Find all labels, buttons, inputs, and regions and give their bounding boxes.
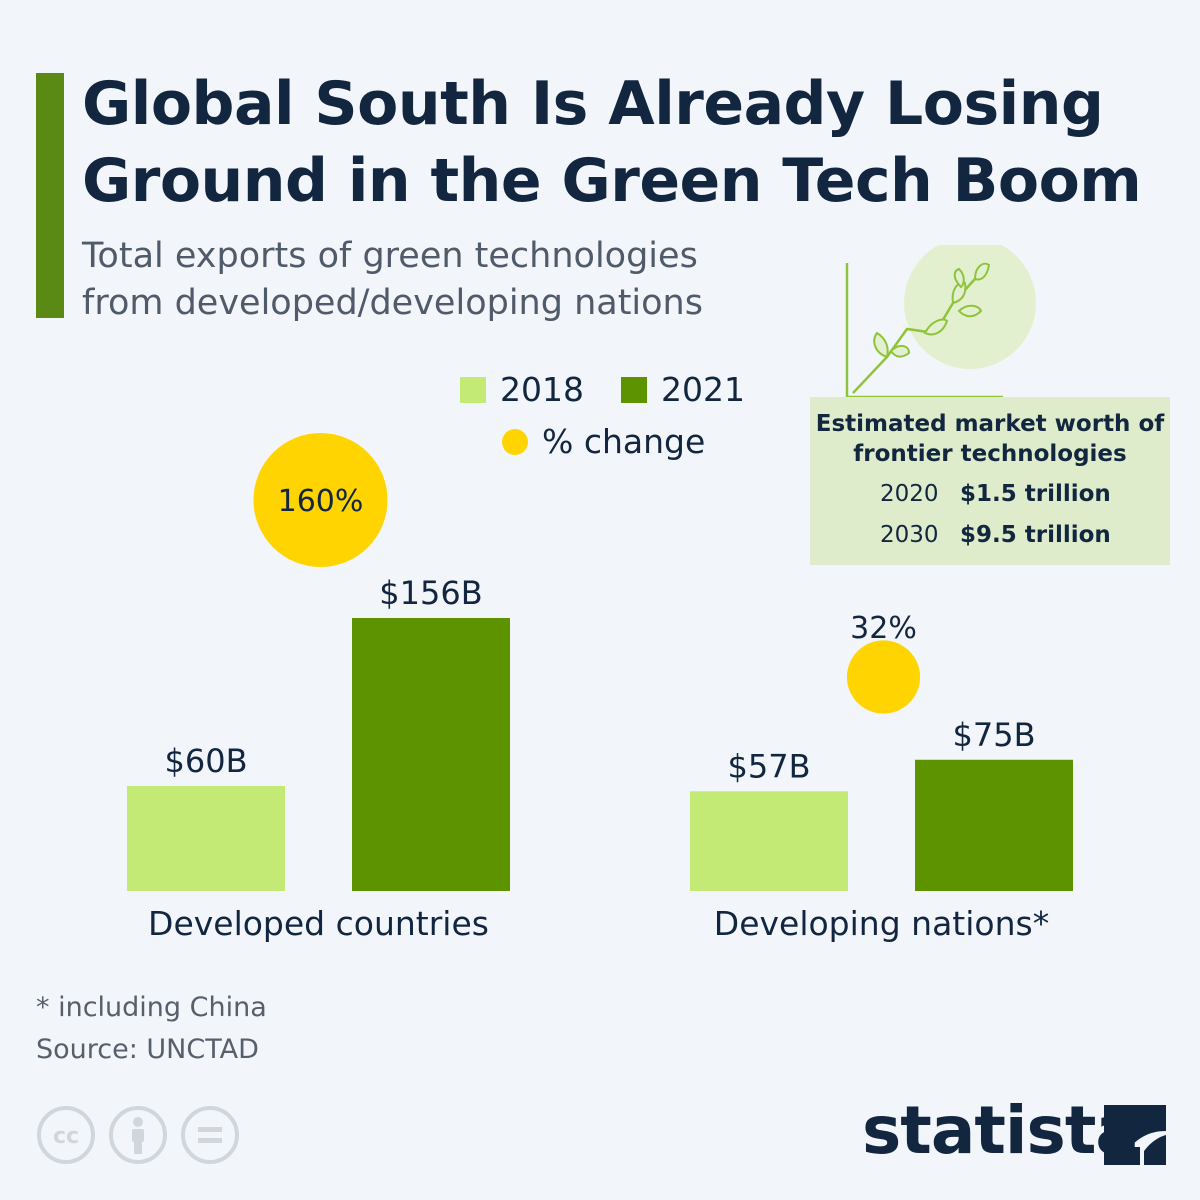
info-year: 2030 (880, 522, 939, 548)
legend-label-pct-change: % change (542, 422, 706, 461)
legend-dot-pct-change (502, 428, 528, 455)
bar-2018 (127, 786, 285, 891)
bar-value-label: $57B (727, 747, 810, 785)
no-derivatives-icon[interactable] (180, 1105, 240, 1165)
info-value: $9.5 trillion (960, 522, 1111, 548)
legend-label-2018: 2018 (500, 370, 584, 409)
title-accent-bar (36, 73, 64, 318)
bar-value-label: $75B (952, 716, 1035, 754)
attribution-icon[interactable] (108, 1105, 168, 1165)
legend-item-pct-change: % change (502, 422, 705, 461)
footnote-source[interactable]: Source: UNCTAD (36, 1034, 259, 1065)
pct-change-circle (846, 640, 921, 714)
info-box: Estimated market worth of frontier techn… (810, 397, 1170, 565)
statista-logo-icon[interactable] (1104, 1105, 1166, 1165)
legend-item-2021: 2021 (621, 370, 745, 409)
cc-icon[interactable]: cc (36, 1105, 96, 1165)
growing-plant-icon (845, 245, 1036, 399)
bar-2021 (352, 618, 510, 891)
pct-change-label: 160% (278, 484, 364, 519)
legend-swatch-2018 (460, 376, 486, 403)
category-label: Developed countries (148, 904, 489, 943)
page-title: Global South Is Already Losing Ground in… (82, 69, 1142, 216)
info-value: $1.5 trillion (960, 481, 1111, 507)
legend-label-2021: 2021 (661, 370, 745, 409)
bar-2021 (915, 759, 1073, 891)
bar-value-label: $60B (164, 742, 247, 780)
legend-swatch-2021 (621, 376, 647, 403)
category-label: Developing nations* (714, 904, 1049, 943)
chart-subtitle: Total exports of green technologies from… (82, 236, 703, 323)
footnote-note: * including China (36, 992, 267, 1023)
svg-text:cc: cc (53, 1124, 79, 1149)
bar-chart: $60B $156B Developed countries 160% $57B $75B… (127, 433, 1073, 943)
info-year: 2020 (880, 481, 939, 507)
pct-change-circle (253, 433, 388, 567)
statista-wordmark[interactable]: statista (862, 1092, 1140, 1169)
pct-change-label: 32% (850, 611, 917, 646)
bar-value-label: $156B (379, 574, 482, 612)
info-box-title: Estimated market worth of frontier techn… (815, 411, 1165, 467)
legend-item-2018: 2018 (460, 370, 584, 409)
bar-2018 (690, 791, 848, 891)
